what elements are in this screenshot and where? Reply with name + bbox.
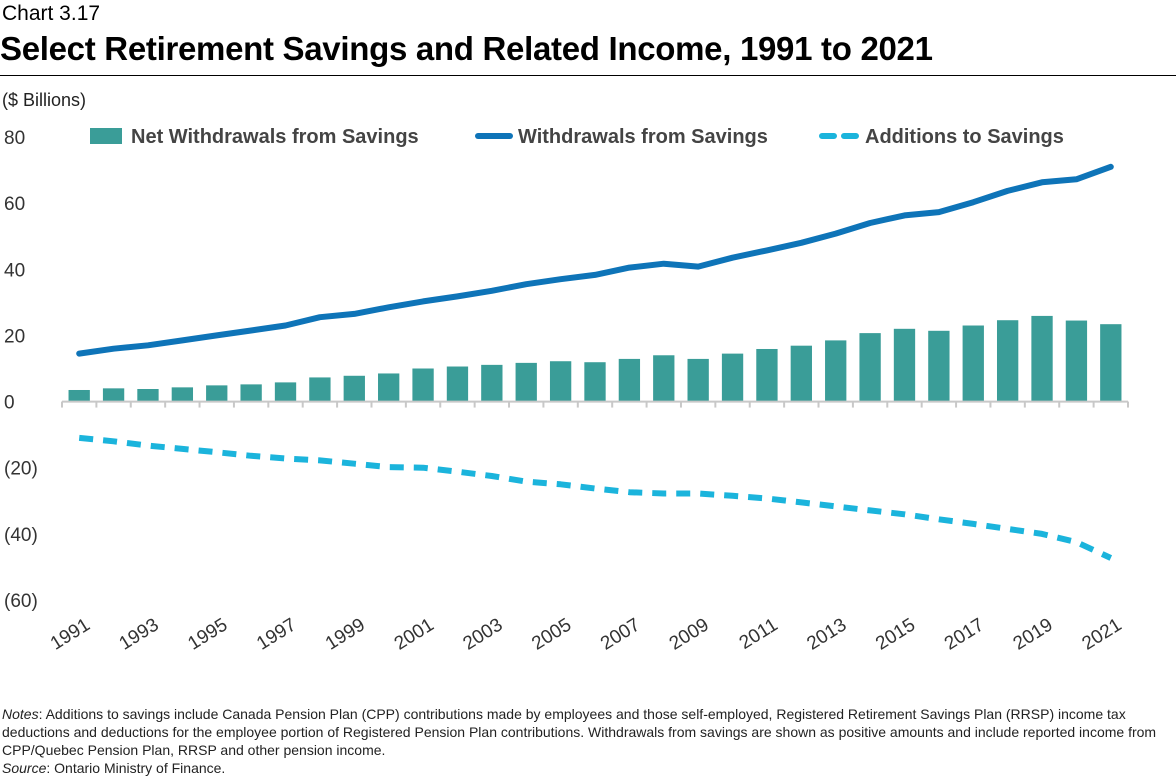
bar — [756, 348, 778, 402]
bar — [1065, 320, 1088, 402]
x-tick-label: 1997 — [253, 614, 300, 654]
x-tick-label: 2021 — [1078, 614, 1125, 654]
chart-notes: Notes: Additions to savings include Cana… — [2, 705, 1174, 777]
source-label: Source — [2, 760, 47, 776]
bar — [859, 333, 881, 402]
x-tick-label: 2011 — [736, 614, 782, 653]
notes-label: Notes — [2, 706, 39, 722]
bar — [446, 366, 469, 402]
x-tick-label: 2005 — [528, 614, 575, 654]
x-tick-label: 2019 — [1010, 614, 1057, 654]
bar-series — [68, 315, 1122, 402]
x-axis-labels: 1991 1993 1995 1997 1999 2001 2003 2005 2007 2009… — [47, 614, 1126, 654]
y-tick-label: (40) — [4, 525, 38, 546]
notes-paragraph: Notes: Additions to savings include Cana… — [2, 705, 1174, 759]
x-tick-label: 1993 — [116, 614, 163, 654]
bar — [549, 361, 572, 402]
bar — [240, 384, 262, 402]
y-tick-label: (60) — [4, 591, 38, 612]
bar — [653, 355, 675, 402]
bar — [687, 358, 709, 402]
bar — [412, 368, 434, 402]
bar — [515, 362, 537, 402]
title-divider — [0, 75, 1176, 76]
x-tick-label: 1999 — [322, 614, 369, 654]
bar — [721, 353, 744, 402]
additions-line — [78, 434, 1113, 561]
x-tick-label: 2015 — [872, 614, 919, 654]
bar — [274, 382, 297, 402]
y-tick-label: 20 — [4, 326, 25, 347]
bar — [206, 385, 228, 402]
x-tick-label: 2003 — [460, 614, 507, 654]
x-tick-label: 1991 — [47, 614, 94, 654]
bar — [102, 388, 125, 402]
bar — [309, 377, 331, 402]
bar — [962, 325, 984, 402]
x-tick-label: 2001 — [391, 614, 438, 654]
bar — [137, 389, 159, 402]
x-tick-label: 2017 — [941, 614, 988, 654]
bar — [584, 362, 606, 402]
withdrawals-line — [76, 163, 1114, 357]
legend-label-additions: Additions to Savings — [865, 126, 1064, 148]
y-axis: 80 60 40 20 0 (20) (40) (60) — [4, 128, 38, 612]
legend-label-net-withdrawals: Net Withdrawals from Savings — [131, 126, 419, 148]
source-text: : Ontario Ministry of Finance. — [46, 760, 226, 776]
bar — [68, 389, 90, 402]
y-tick-label: 0 — [4, 393, 15, 414]
x-tick-label: 1995 — [184, 614, 231, 654]
y-tick-label: 60 — [4, 194, 25, 215]
x-axis — [61, 400, 1129, 408]
bar — [171, 387, 194, 402]
x-tick-label: 2013 — [803, 614, 850, 654]
bar — [928, 330, 950, 402]
bar — [618, 358, 641, 402]
line-series — [76, 163, 1114, 561]
bar — [790, 345, 812, 402]
chart-number: Chart 3.17 — [2, 2, 101, 25]
bar — [378, 373, 400, 402]
chart-title: Select Retirement Savings and Related In… — [0, 30, 933, 67]
y-axis-unit-label: ($ Billions) — [2, 90, 87, 110]
bar — [996, 320, 1019, 402]
y-tick-label: (20) — [4, 459, 38, 480]
bar — [893, 328, 916, 402]
bar — [825, 340, 847, 402]
source-paragraph: Source: Ontario Ministry of Finance. — [2, 759, 1174, 777]
chart-legend: Net Withdrawals from Savings Withdrawals … — [90, 126, 1064, 148]
chart-canvas: Net Withdrawals from Savings Withdrawals … — [4, 126, 1129, 655]
notes-text: : Additions to savings include Canada Pe… — [2, 706, 1157, 758]
legend-label-withdrawals: Withdrawals from Savings — [518, 126, 768, 148]
x-tick-label: 2007 — [597, 614, 644, 654]
bar — [1100, 324, 1122, 402]
legend-bar-swatch — [90, 128, 122, 144]
bar — [343, 375, 365, 402]
y-tick-label: 40 — [4, 260, 25, 281]
bar — [1031, 315, 1053, 402]
y-tick-label: 80 — [4, 128, 25, 149]
bar — [481, 364, 503, 402]
x-tick-label: 2009 — [666, 614, 713, 654]
